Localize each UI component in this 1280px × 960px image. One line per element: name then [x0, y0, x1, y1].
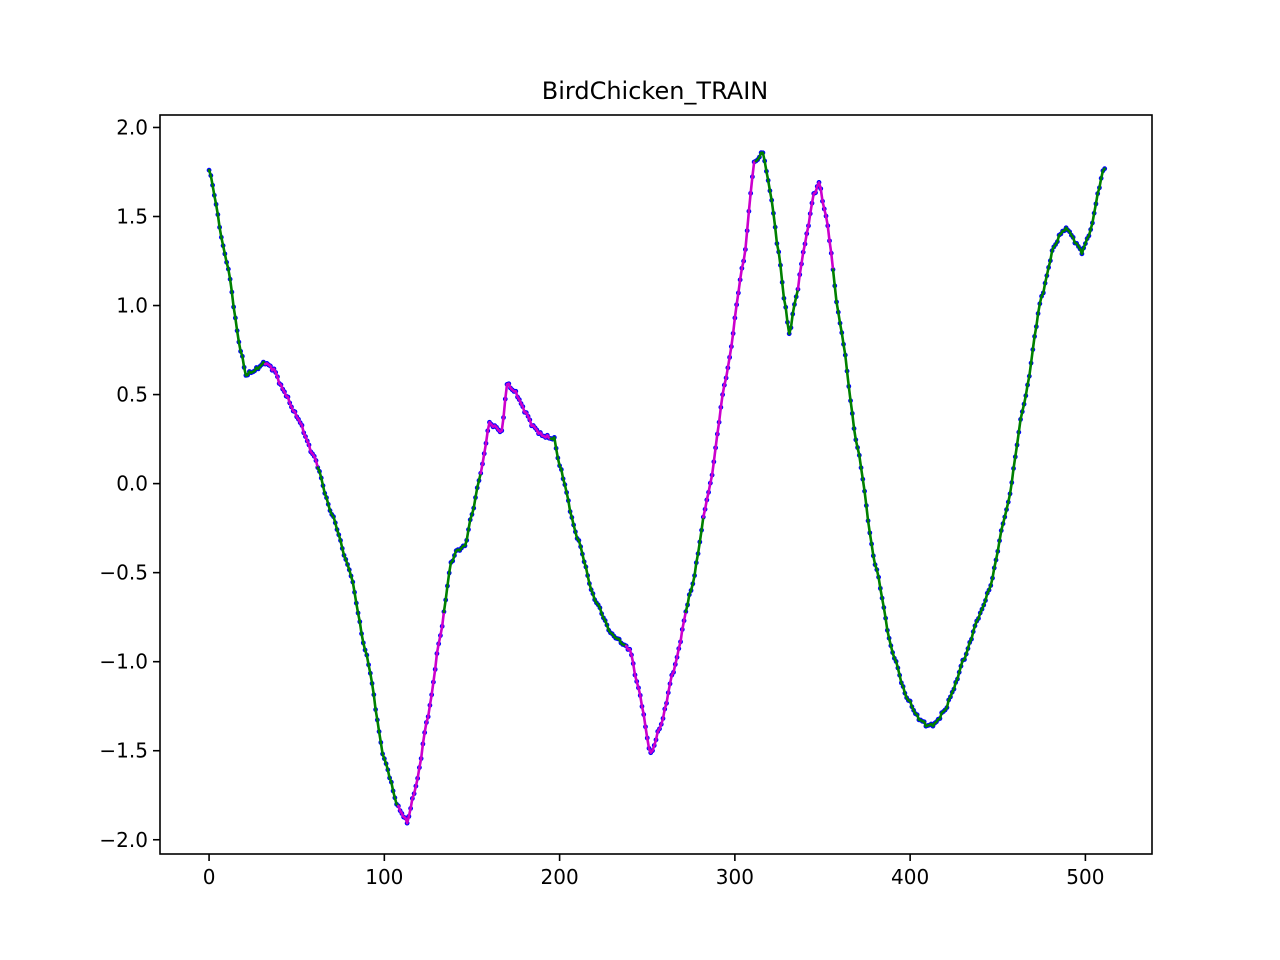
chart-title: BirdChicken_TRAIN [542, 77, 768, 105]
highlighted-segment [702, 159, 758, 519]
plot-frame [159, 114, 1153, 855]
line-segment [207, 168, 267, 377]
line-segment [754, 151, 800, 336]
highlighted-segment [479, 382, 553, 475]
y-tick-label: 0.0 [116, 472, 148, 496]
highlighted-segment [624, 610, 688, 754]
line-segment [684, 515, 705, 614]
line-segment [442, 471, 483, 614]
line-segment [549, 436, 628, 648]
y-tick-label: −0.5 [99, 561, 148, 585]
x-axis: 0 100 200 300 400 500 [203, 854, 1104, 889]
x-tick-label: 300 [716, 865, 754, 889]
series-line [207, 151, 1106, 825]
line-segment [831, 167, 1106, 728]
y-axis: 2.0 1.5 1.0 0.5 0.0 −0.5 −1.0 −1.5 −2.0 [99, 115, 160, 852]
plot-area [206, 150, 1108, 826]
highlighted-segment [263, 362, 320, 469]
y-tick-label: 1.5 [116, 205, 148, 229]
y-tick-label: 1.0 [116, 294, 148, 318]
y-tick-label: 2.0 [116, 115, 148, 139]
y-tick-label: −1.0 [99, 650, 148, 674]
line-segment [316, 466, 400, 808]
y-tick-label: −2.0 [99, 828, 148, 852]
x-tick-label: 200 [541, 865, 579, 889]
y-tick-label: 0.5 [116, 383, 148, 407]
x-tick-label: 0 [203, 865, 216, 889]
highlighted-segment [796, 181, 835, 291]
x-tick-label: 400 [891, 865, 929, 889]
x-tick-label: 500 [1066, 865, 1104, 889]
highlighted-segment [397, 610, 446, 825]
x-tick-label: 100 [365, 865, 403, 889]
y-tick-label: −1.5 [99, 739, 148, 763]
